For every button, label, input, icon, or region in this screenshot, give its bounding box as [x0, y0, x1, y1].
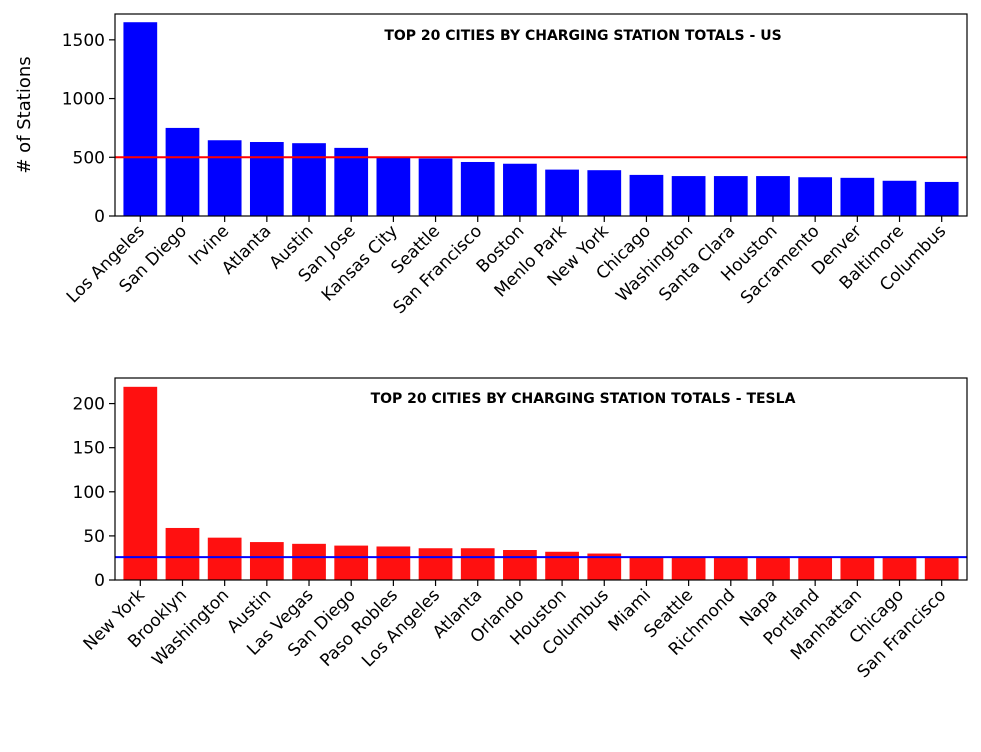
bar: [376, 157, 411, 216]
chart-title-tesla: TOP 20 CITIES BY CHARGING STATION TOTALS…: [371, 391, 796, 407]
bar: [671, 557, 706, 580]
bar: [587, 170, 622, 216]
bar: [840, 177, 875, 216]
bar: [123, 22, 158, 216]
bar: [376, 546, 411, 580]
y-tick-label: 0: [94, 571, 105, 591]
bar: [165, 527, 200, 580]
bar: [292, 543, 326, 580]
y-tick-label: 0: [94, 207, 105, 227]
bar: [249, 542, 284, 580]
bar: [545, 551, 579, 580]
y-tick-label: 1000: [62, 90, 105, 110]
bar: [629, 557, 664, 580]
bar: [756, 176, 790, 216]
bars-tesla: [123, 386, 959, 580]
bar: [123, 386, 158, 580]
bar: [756, 557, 790, 580]
bar: [840, 557, 875, 580]
plot-frame-tesla: [114, 377, 968, 581]
bar: [165, 127, 200, 216]
bar: [671, 176, 706, 216]
y-tick-label: 200: [73, 395, 105, 415]
chart-tesla: 0 50 100 150 200 New YorkBrooklynWashingtonA…: [73, 377, 968, 682]
bar: [924, 557, 959, 580]
bar: [545, 169, 579, 216]
y-axis-ticks-us: 0 500 1000 1500: [62, 31, 115, 227]
y-tick-label: 1500: [62, 31, 105, 51]
bar: [924, 181, 959, 216]
bar: [629, 174, 664, 216]
bar: [460, 548, 495, 580]
bar: [798, 557, 833, 580]
y-axis-label-us: # of Stations: [14, 56, 35, 173]
bar: [418, 548, 453, 580]
bar: [207, 140, 242, 216]
bar: [798, 177, 833, 216]
y-tick-label: 100: [73, 483, 105, 503]
bar: [503, 163, 537, 216]
bar: [503, 550, 537, 580]
bar: [249, 142, 284, 216]
bar: [334, 147, 369, 216]
bar: [713, 557, 748, 580]
bar: [292, 143, 326, 216]
bars-us: [123, 22, 959, 216]
chart-title-us: TOP 20 CITIES BY CHARGING STATION TOTALS…: [384, 28, 781, 44]
bar: [460, 161, 495, 216]
y-tick-label: 150: [73, 439, 105, 459]
bar: [882, 557, 917, 580]
bar: [207, 537, 242, 580]
bar: [882, 180, 917, 216]
bar: [418, 158, 453, 216]
bar: [713, 176, 748, 216]
y-tick-label: 50: [83, 527, 105, 547]
plot-frame-us: [114, 13, 968, 217]
bar: [334, 545, 369, 580]
y-tick-label: 500: [73, 148, 105, 168]
y-axis-ticks-tesla: 0 50 100 150 200: [73, 395, 115, 591]
